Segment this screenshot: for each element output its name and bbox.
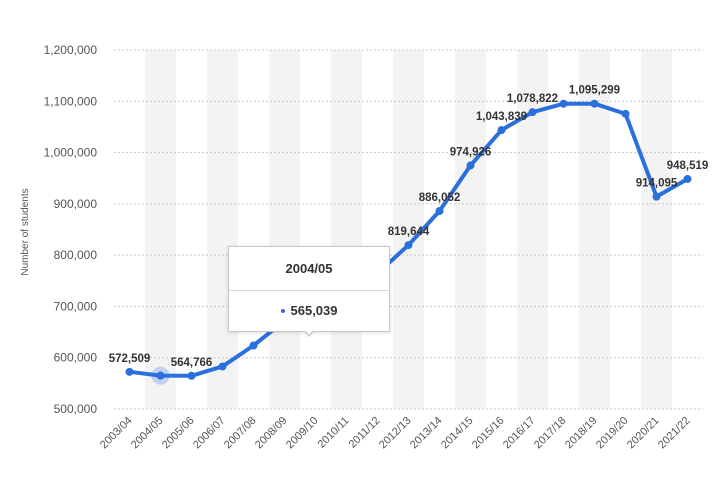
data-label: 974,926 — [450, 146, 492, 158]
x-tick-label: 2003/04 — [98, 415, 135, 452]
column-band — [331, 50, 362, 409]
data-point[interactable] — [652, 192, 661, 201]
data-label: 886,052 — [419, 192, 461, 204]
y-axis-label: Number of students — [20, 188, 31, 275]
x-tick-label: 2020/21 — [625, 415, 662, 452]
y-tick-label: 600,000 — [54, 351, 98, 365]
y-tick-label: 700,000 — [54, 299, 98, 313]
tooltip-series-dot — [280, 308, 285, 313]
x-tick-label: 2009/10 — [284, 415, 321, 452]
x-tick-label: 2017/18 — [532, 415, 569, 452]
data-label: 819,644 — [388, 226, 430, 238]
y-tick-label: 500,000 — [54, 402, 98, 416]
x-tick-label: 2015/16 — [470, 415, 507, 452]
x-tick-label: 2018/19 — [563, 415, 600, 452]
data-labels: 572,509 564,766 819,644 886,052 974,926 1,043… — [109, 85, 709, 369]
x-tick-label: 2004/05 — [129, 415, 166, 452]
data-point[interactable] — [404, 241, 413, 250]
x-tick-label: 2014/15 — [439, 415, 476, 452]
x-tick-label: 2013/14 — [408, 415, 445, 452]
data-label: 564,766 — [171, 357, 213, 369]
y-tick-label: 1,000,000 — [44, 146, 98, 160]
data-label: 948,519 — [667, 160, 709, 172]
tooltip-title: 2004/05 — [229, 247, 389, 291]
tooltip: 2004/05 565,039 — [228, 246, 390, 332]
column-band — [641, 50, 672, 409]
data-label: 1,078,822 — [507, 93, 558, 105]
column-band — [455, 50, 486, 409]
data-point[interactable] — [218, 362, 227, 371]
data-point[interactable] — [497, 126, 506, 135]
y-tick-label: 900,000 — [54, 197, 98, 211]
y-tick-label: 1,100,000 — [44, 94, 98, 108]
tooltip-tail-inner — [304, 329, 314, 335]
data-point[interactable] — [249, 341, 258, 350]
data-point[interactable] — [435, 207, 444, 216]
data-point[interactable] — [528, 108, 537, 117]
column-band — [145, 50, 176, 409]
column-bands — [145, 50, 672, 409]
x-tick-label: 2021/22 — [656, 415, 693, 452]
tooltip-value: 565,039 — [290, 303, 338, 318]
data-point[interactable] — [125, 367, 134, 376]
data-point[interactable] — [187, 371, 196, 380]
data-point[interactable] — [466, 161, 475, 170]
x-tick-label: 2008/09 — [253, 415, 290, 452]
data-point[interactable] — [590, 99, 599, 108]
column-band — [269, 50, 300, 409]
column-band — [579, 50, 610, 409]
tooltip-row: 565,039 — [229, 291, 389, 331]
x-tick-label: 2016/17 — [501, 415, 538, 452]
column-band — [207, 50, 238, 409]
column-band — [393, 50, 424, 409]
data-label: 1,095,299 — [569, 85, 620, 97]
data-point[interactable] — [683, 174, 692, 183]
x-tick-label: 2010/11 — [316, 415, 352, 451]
data-point[interactable] — [559, 99, 568, 108]
x-tick-label: 2007/08 — [222, 415, 259, 452]
x-tick-label: 2005/06 — [160, 415, 197, 452]
data-label: 572,509 — [109, 353, 151, 365]
y-tick-label: 1,200,000 — [44, 43, 98, 57]
x-tick-label: 2019/20 — [594, 415, 631, 452]
x-tick-label: 2012/13 — [377, 415, 414, 452]
y-tick-label: 800,000 — [54, 248, 98, 262]
data-point[interactable] — [156, 371, 165, 380]
data-label: 1,043,839 — [476, 111, 527, 123]
y-axis-ticks: 500,000 600,000 700,000 800,000 900,000 1,000… — [44, 43, 98, 416]
x-tick-label: 2011/12 — [347, 415, 383, 451]
x-tick-label: 2006/07 — [191, 415, 228, 452]
data-point[interactable] — [621, 109, 630, 118]
data-label: 914,095 — [636, 178, 678, 190]
x-axis-ticks: 2003/042004/052005/062006/072007/082008/… — [98, 415, 693, 452]
